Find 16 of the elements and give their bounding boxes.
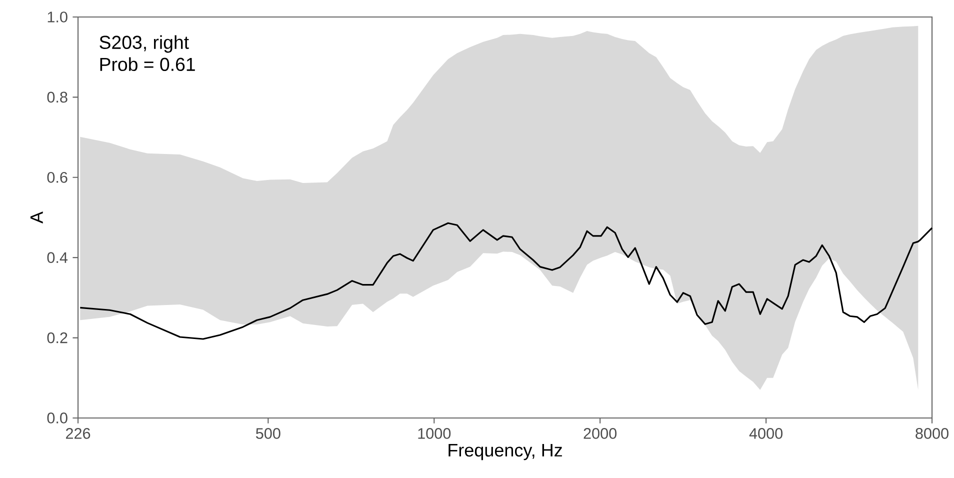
x-axis-title: Frequency, Hz bbox=[448, 444, 562, 460]
x-tick-label: 4000 bbox=[749, 428, 782, 439]
x-tick-label: 8000 bbox=[916, 428, 948, 439]
x-tick-label: 226 bbox=[66, 428, 90, 439]
y-axis-title: A bbox=[30, 212, 43, 224]
annotation: S203, right bbox=[100, 35, 189, 53]
annotation: Prob = 0.61 bbox=[100, 57, 195, 72]
y-tick-label: 0.2 bbox=[47, 332, 68, 344]
y-tick-label: 0.0 bbox=[47, 412, 68, 424]
x-tick-label: 500 bbox=[256, 428, 280, 439]
x-tick-label: 2000 bbox=[584, 428, 617, 439]
y-tick-label: 1.0 bbox=[48, 12, 68, 22]
y-tick-label: 0.4 bbox=[47, 252, 68, 264]
y-tick-label: 0.6 bbox=[47, 172, 68, 183]
y-tick-label: 0.8 bbox=[47, 92, 68, 103]
x-tick-label: 1000 bbox=[418, 428, 451, 439]
